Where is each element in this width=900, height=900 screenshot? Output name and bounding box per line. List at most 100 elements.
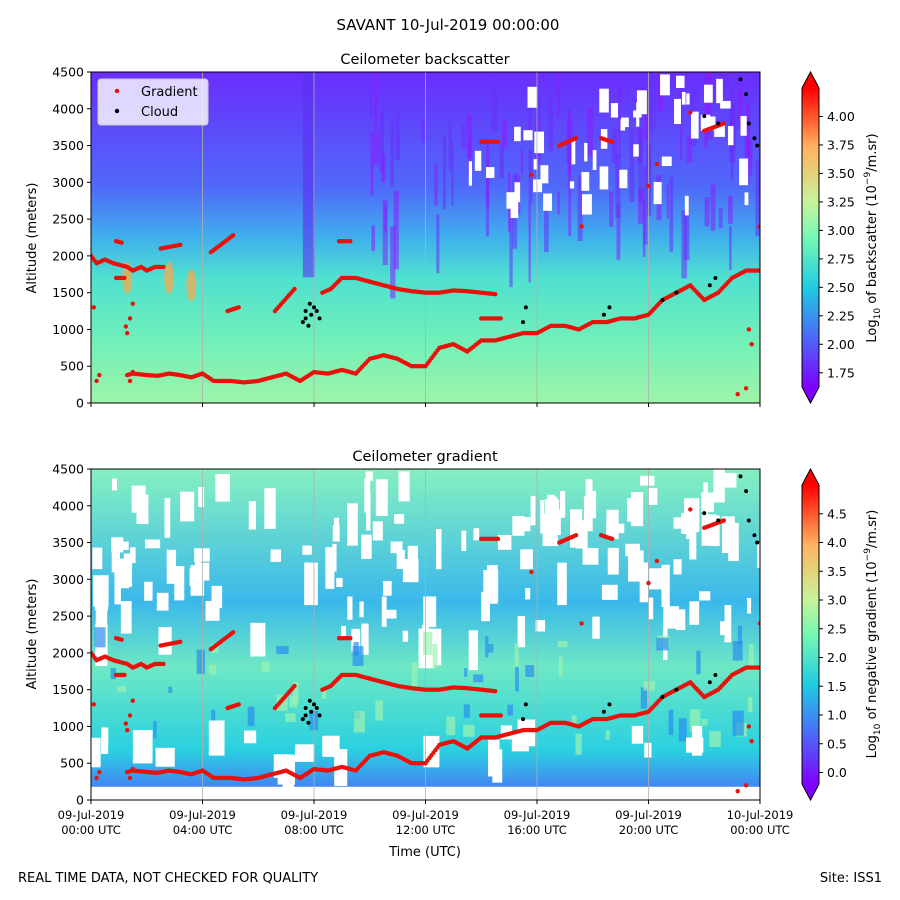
- heatmap-cell: [643, 113, 649, 140]
- gradient-colorbar-max-extension: [802, 469, 819, 485]
- colorbar-tick-label: 3.75: [827, 137, 855, 152]
- site-label: Site: ISS1: [820, 871, 882, 886]
- heatmap-cell: [638, 189, 644, 224]
- cloud-point: [303, 316, 308, 321]
- heatmap-cell: [247, 706, 255, 727]
- heatmap-gap: [527, 86, 538, 108]
- legend-gradient-marker: [114, 88, 120, 94]
- gradient-point: [178, 639, 183, 645]
- heatmap-cell: [196, 649, 205, 675]
- backscatter-colorbar-body: [802, 88, 819, 387]
- heatmap-gap: [721, 516, 735, 554]
- colorbar-tick-label: 4.0: [827, 535, 847, 550]
- backscatter-colorbar: 1.75 2.00 2.25 2.50 2.75 3.00 3.25 3.50 3.75 4.00…: [801, 70, 883, 405]
- heatmap-gap: [627, 550, 644, 582]
- heatmap-gap: [517, 616, 526, 648]
- gradient-point: [757, 224, 760, 229]
- heatmap-gap: [534, 131, 544, 154]
- heatmap-cell: [640, 687, 648, 709]
- heatmap-gap: [346, 503, 358, 546]
- heatmap-gap: [382, 580, 392, 596]
- gradient-heatmap-texture: [91, 469, 760, 800]
- backscatter-panel: Ceilometer backscatter 0 500 1000 1500 2000 2…: [25, 52, 883, 411]
- heatmap-gap: [661, 156, 672, 167]
- gradient-point: [492, 291, 498, 297]
- x-tick-label-date: 09-Jul-2019: [281, 808, 348, 822]
- heatmap-gap: [592, 616, 600, 639]
- heatmap-cell: [371, 225, 376, 251]
- cloud-point: [702, 511, 707, 516]
- y-tick-label: 0: [76, 396, 84, 411]
- heatmap-cell: [373, 133, 380, 165]
- y-tick-label: 2500: [52, 609, 84, 624]
- heatmap-gap: [243, 730, 257, 744]
- heatmap-gap: [512, 515, 525, 536]
- y-tick-label: 2000: [52, 248, 84, 263]
- heatmap-cell: [153, 721, 157, 739]
- heatmap-gap: [587, 491, 597, 519]
- heatmap-gap: [581, 172, 590, 191]
- heatmap-cell: [411, 662, 418, 689]
- heatmap-gap: [636, 102, 640, 127]
- cloud-point: [312, 702, 316, 707]
- gradient-plot-area: [91, 469, 760, 800]
- heatmap-gap: [264, 488, 276, 529]
- x-tick-label-date: 09-Jul-2019: [504, 808, 571, 822]
- gradient-point: [757, 621, 760, 626]
- heatmap-gap: [686, 512, 691, 539]
- cloud-point: [755, 143, 760, 148]
- heatmap-gap: [336, 577, 343, 588]
- gradient-point: [757, 268, 760, 273]
- cloud-point: [707, 283, 712, 288]
- heatmap-cell: [527, 89, 532, 131]
- colorbar-tick-label: 2.50: [827, 280, 855, 295]
- heatmap-cell: [353, 642, 359, 657]
- gradient-point: [230, 233, 236, 238]
- heatmap-cell: [736, 92, 743, 129]
- heatmap-gap: [111, 537, 124, 553]
- heatmap-cell: [747, 696, 753, 713]
- heatmap-patch: [164, 261, 175, 294]
- heatmap-cell: [611, 129, 617, 164]
- y-tick-label: 4500: [52, 462, 84, 477]
- heatmap-cell: [501, 120, 508, 148]
- heatmap-gap: [372, 521, 383, 541]
- cloud-point: [521, 717, 526, 722]
- heatmap-cell: [488, 644, 494, 653]
- cloud-point: [738, 77, 743, 82]
- heatmap-gap: [359, 601, 364, 618]
- heatmap-gap: [215, 474, 231, 502]
- gradient-point: [292, 286, 297, 292]
- heatmap-cell: [646, 118, 649, 180]
- gradient-point: [127, 775, 133, 781]
- figure-title: SAVANT 10-Jul-2019 00:00:00: [337, 16, 560, 34]
- heatmap-cell: [463, 724, 475, 737]
- cloud-point: [755, 540, 760, 545]
- cloud-point: [317, 316, 322, 321]
- cloud-point: [307, 301, 312, 306]
- heatmap-cell: [656, 637, 669, 651]
- backscatter-colorbar-min-extension: [802, 387, 819, 403]
- gradient-panel: Ceilometer gradient 0 500 1000 1500 2000 2500…: [25, 449, 883, 860]
- heatmap-gap: [130, 547, 136, 564]
- heatmap-gap: [653, 181, 662, 205]
- heatmap-gap: [111, 550, 120, 573]
- heatmap-cell: [745, 116, 750, 185]
- heatmap-cell: [520, 150, 524, 175]
- heatmap-gap: [543, 193, 553, 211]
- colorbar-tick-label: 1.0: [827, 708, 847, 723]
- backscatter-y-ticks: 0 500 1000 1500 2000 2500 3000 3500 4000 4500: [52, 65, 91, 411]
- heatmap-gap: [396, 549, 405, 570]
- heatmap-gap: [294, 744, 315, 762]
- cloud-point: [744, 489, 749, 494]
- gradient-point: [573, 136, 579, 141]
- heatmap-gap: [390, 541, 403, 554]
- heatmap-cell: [548, 93, 553, 152]
- heatmap-cell: [535, 92, 541, 157]
- gradient-y-axis-label: Altitude (meters): [25, 579, 40, 690]
- heatmap-gap: [144, 581, 153, 601]
- heatmap-gap: [514, 182, 521, 203]
- gradient-colorbar-ticks: 0.0 0.5 1.0 1.5 2.0 2.5 3.0 3.5 4.0 4.5: [819, 506, 847, 780]
- heatmap-gap: [673, 559, 682, 575]
- heatmap-gap: [341, 626, 347, 638]
